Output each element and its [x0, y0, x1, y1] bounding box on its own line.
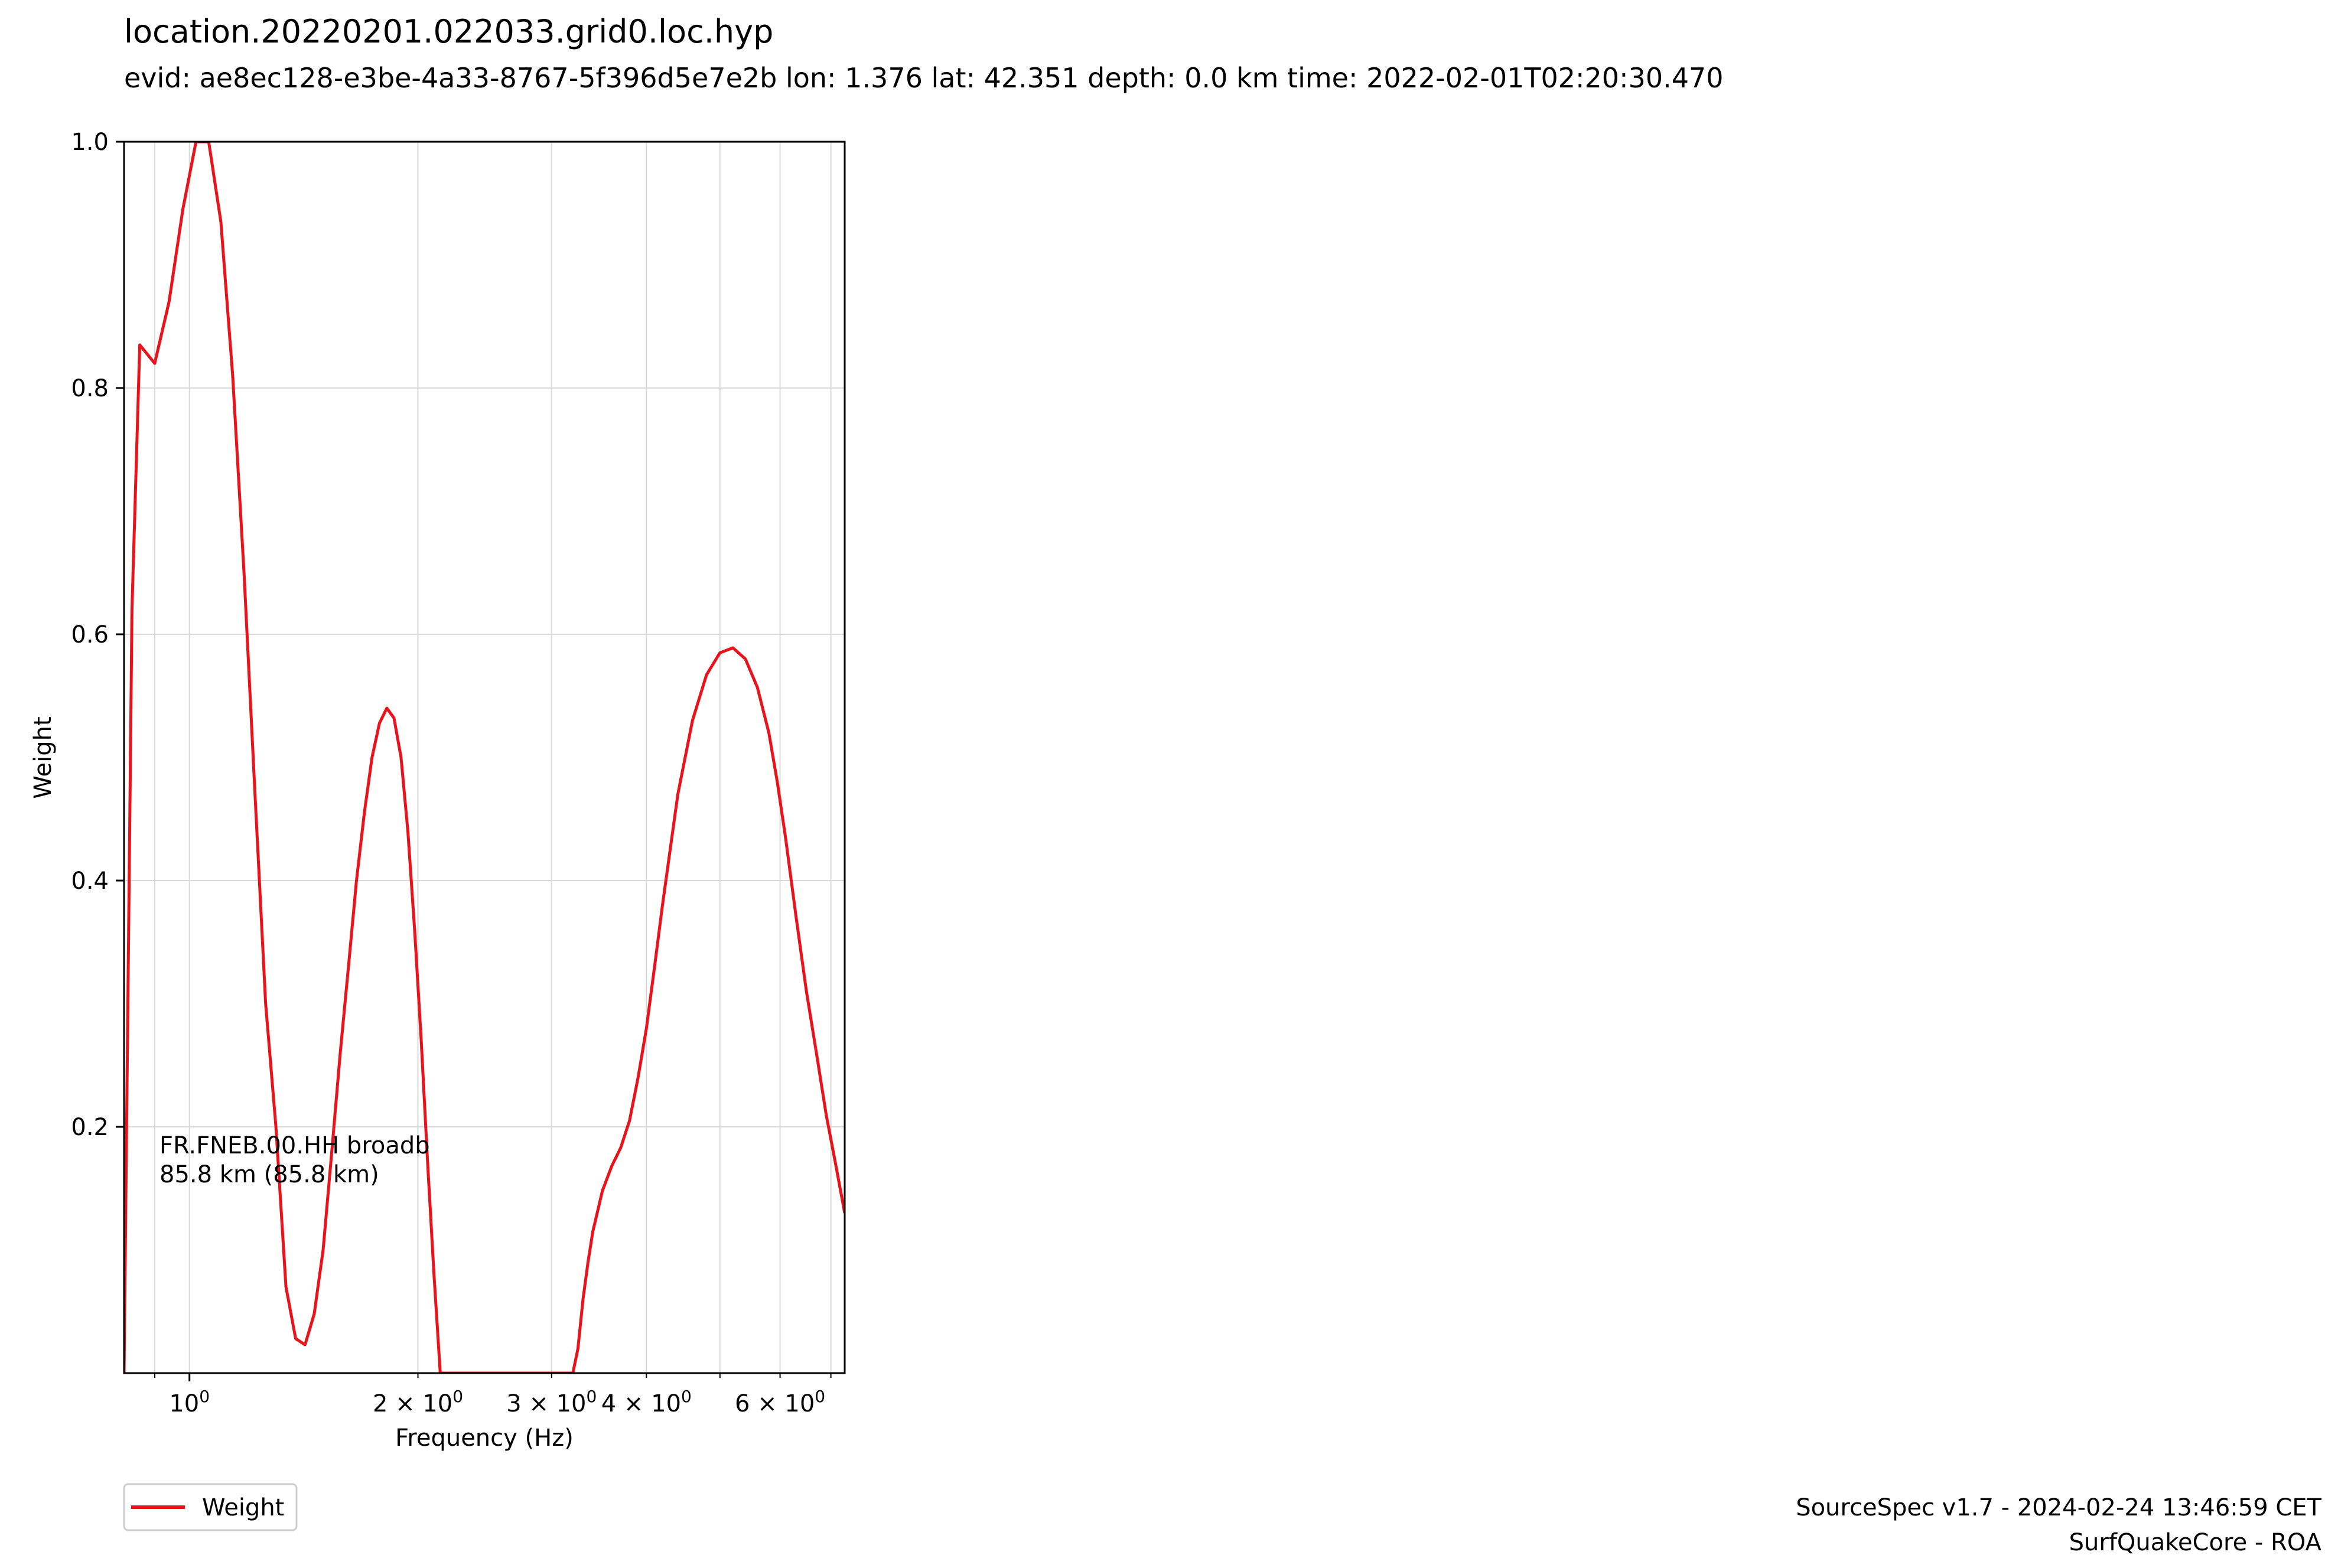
y-axis-label: Weight: [30, 716, 57, 798]
legend-label-weight: Weight: [202, 1494, 284, 1521]
y-tick-label: 0.2: [71, 1114, 109, 1141]
x-tick-label: 6 × 100: [735, 1387, 825, 1417]
legend-box: [123, 1483, 298, 1531]
station-annotation: FR.FNEB.00.HH broadb 85.8 km (85.8 km): [159, 1132, 430, 1188]
footer-credit: SurfQuakeCore - ROA: [2069, 1529, 2322, 1556]
y-tick-label: 0.8: [71, 375, 109, 402]
legend: Weight: [123, 1483, 298, 1531]
x-axis-label: Frequency (Hz): [395, 1424, 574, 1452]
series-line-weight: [124, 142, 845, 1373]
x-tick-label: 3 × 100: [506, 1387, 597, 1417]
annotation-line-2: 85.8 km (85.8 km): [159, 1161, 379, 1188]
x-tick-label: 2 × 100: [373, 1387, 463, 1417]
annotation-line-1: FR.FNEB.00.HH broadb: [159, 1132, 430, 1159]
axes-frame: [123, 141, 846, 1374]
x-tick-label: 100: [169, 1387, 210, 1417]
figure-title: location.20220201.022033.grid0.loc.hyp: [124, 13, 773, 50]
x-axis: 100 2 × 100 3 × 100 4 × 100 6 × 100: [154, 1373, 832, 1417]
plot-area: 0.2 0.4 0.6 0.8 1.0 100 2 × 100 3 × 100 4 × 100…: [30, 129, 846, 1452]
grid: [124, 142, 845, 1373]
footer-version: SourceSpec v1.7 - 2024-02-24 13:46:59 CE…: [1796, 1494, 2321, 1521]
y-axis: 0.2 0.4 0.6 0.8 1.0: [71, 129, 124, 1141]
y-tick-label: 0.6: [71, 621, 109, 648]
x-tick-label: 4 × 100: [601, 1387, 692, 1417]
y-tick-label: 0.4: [71, 868, 109, 895]
y-tick-label: 1.0: [71, 129, 109, 156]
figure-subtitle: evid: ae8ec128-e3be-4a33-8767-5f396d5e7e…: [124, 62, 1724, 94]
